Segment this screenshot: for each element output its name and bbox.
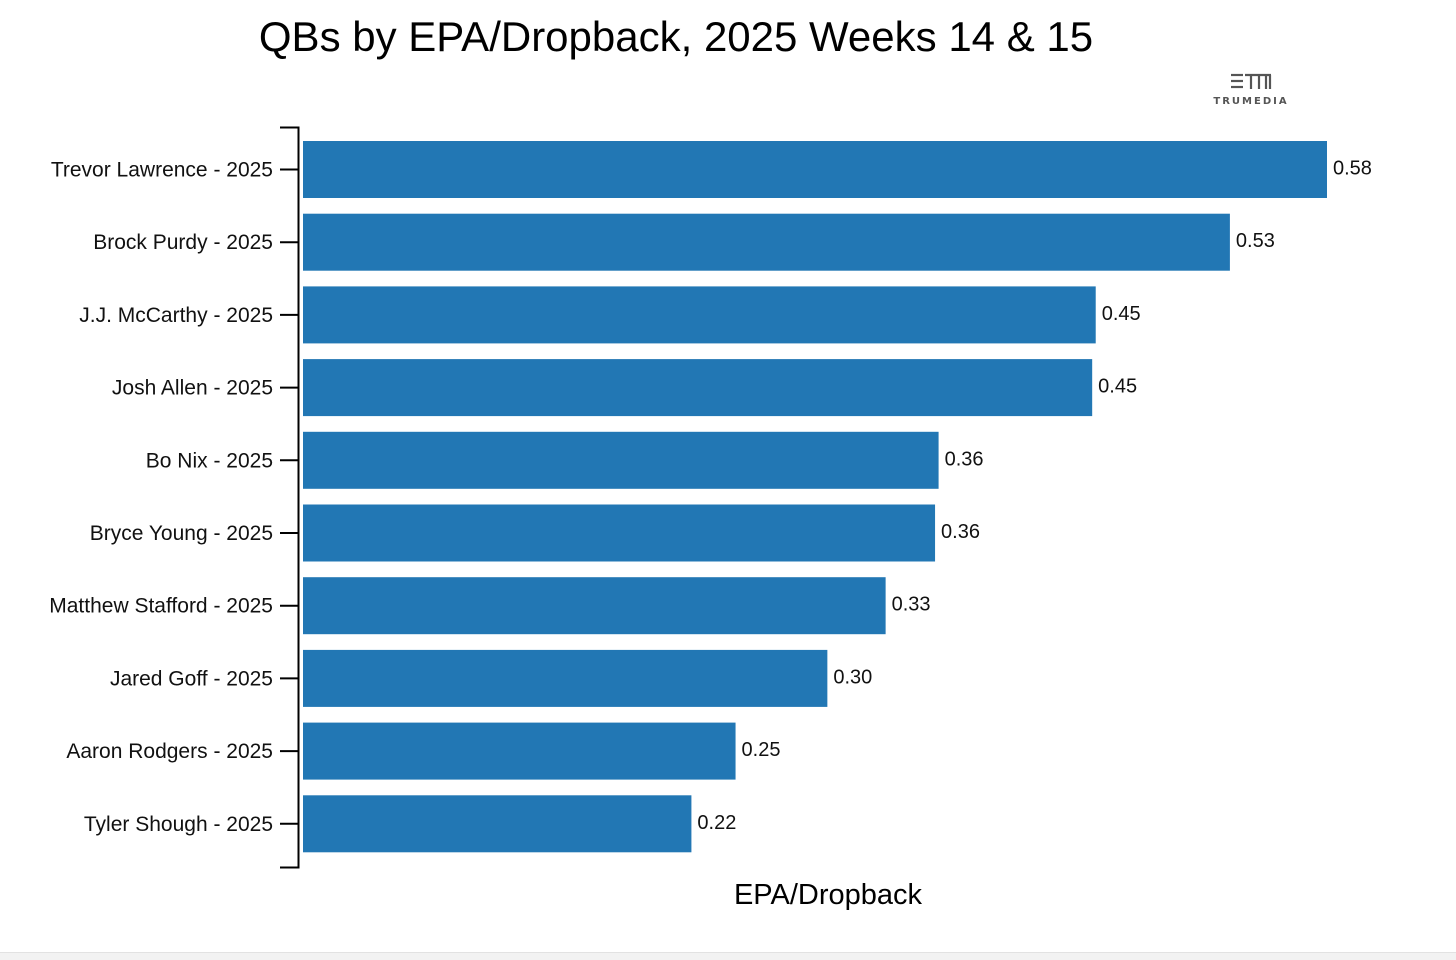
category-labels: Trevor Lawrence - 2025 Brock Purdy - 2025…: [49, 159, 273, 836]
value-label: 0.58: [1333, 158, 1372, 180]
trumedia-logo: TRUMEDIA: [1213, 73, 1288, 107]
category-label: Matthew Stafford - 2025: [49, 595, 273, 618]
category-label: Josh Allen - 2025: [112, 377, 273, 400]
y-axis-ticks: [280, 168, 298, 825]
bar: [303, 504, 936, 562]
value-label: 0.36: [941, 521, 980, 543]
bars: [303, 141, 1327, 853]
value-label: 0.22: [697, 812, 736, 834]
page-footer-strip: [0, 952, 1456, 960]
y-axis-line: [280, 126, 300, 869]
bar: [303, 649, 828, 707]
category-label: Jared Goff - 2025: [110, 667, 273, 690]
bar: [303, 213, 1230, 271]
x-axis-label: EPA/Dropback: [734, 879, 923, 911]
value-label: 0.53: [1236, 230, 1275, 252]
bar: [303, 286, 1096, 344]
bar: [303, 722, 736, 780]
bar: [303, 795, 692, 853]
category-label: Trevor Lawrence - 2025: [51, 159, 273, 182]
bar: [303, 141, 1327, 198]
y-axis: [280, 126, 300, 869]
category-label: Bo Nix - 2025: [146, 449, 273, 472]
trumedia-logo-text: TRUMEDIA: [1213, 96, 1288, 107]
bar: [303, 359, 1093, 417]
value-label: 0.30: [833, 666, 872, 688]
category-label: Brock Purdy - 2025: [93, 231, 273, 254]
value-label: 0.36: [945, 448, 984, 470]
value-label: 0.45: [1098, 376, 1137, 398]
value-label: 0.33: [892, 594, 931, 616]
trumedia-logo-mark: [1231, 73, 1272, 89]
chart-title: QBs by EPA/Dropback, 2025 Weeks 14 & 15: [259, 13, 1093, 60]
value-label: 0.25: [742, 739, 781, 761]
value-labels: 0.58 0.53 0.45 0.45 0.36 0.36 0.33 0.30 0.25 0.22: [697, 158, 1372, 834]
bar: [303, 577, 886, 635]
category-label: Aaron Rodgers - 2025: [66, 740, 273, 763]
value-label: 0.45: [1102, 303, 1141, 325]
bar: [303, 431, 939, 489]
category-label: J.J. McCarthy - 2025: [79, 304, 273, 327]
category-label: Bryce Young - 2025: [90, 522, 273, 545]
category-label: Tyler Shough - 2025: [84, 813, 273, 836]
